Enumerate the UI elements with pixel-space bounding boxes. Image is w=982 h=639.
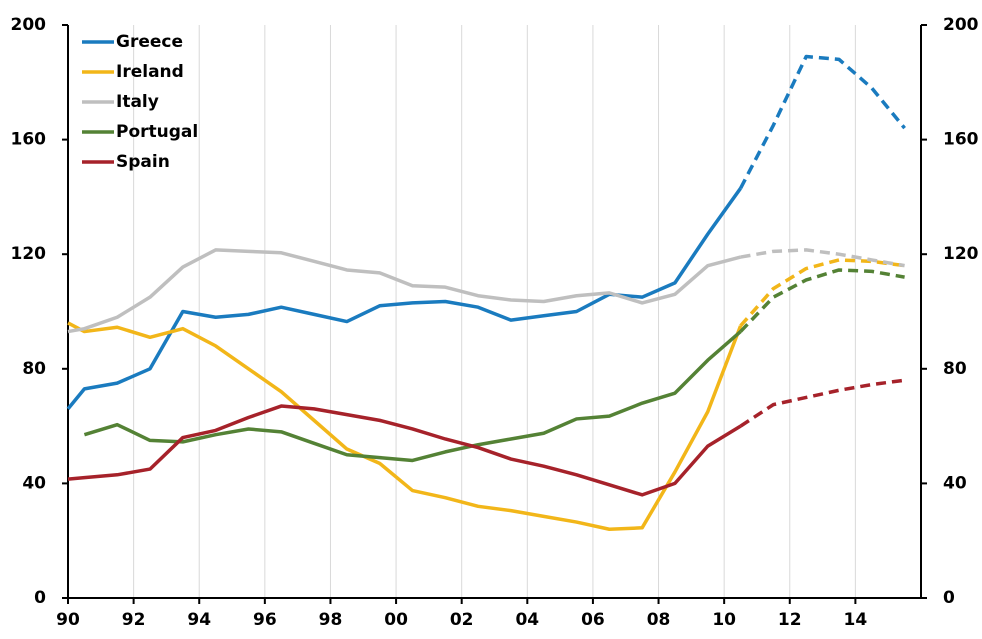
series-line-dashed bbox=[739, 378, 905, 428]
x-tick-label: 12 bbox=[778, 610, 802, 630]
y2-tick-label: 120 bbox=[943, 244, 979, 264]
series-line-dashed bbox=[739, 268, 905, 333]
y-tick-label: 0 bbox=[34, 588, 46, 608]
y2-tick-label: 80 bbox=[943, 359, 967, 379]
x-tick-label: 96 bbox=[253, 610, 277, 630]
series-line bbox=[67, 404, 742, 497]
series-line-dashed bbox=[740, 248, 905, 268]
x-tick-label: 10 bbox=[712, 610, 736, 630]
legend-label: Ireland bbox=[116, 62, 184, 82]
series-line bbox=[67, 248, 742, 334]
series-line-dashed bbox=[739, 54, 906, 190]
x-tick-label: 14 bbox=[844, 610, 868, 630]
x-tick-label: 94 bbox=[187, 610, 211, 630]
x-tick-label: 00 bbox=[384, 610, 408, 630]
legend-label: Portugal bbox=[116, 122, 198, 142]
series-line bbox=[66, 187, 742, 411]
y2-tick-label: 0 bbox=[943, 588, 955, 608]
y-tick-label: 80 bbox=[22, 359, 46, 379]
x-tick-label: 92 bbox=[122, 610, 146, 630]
y2-tick-label: 200 bbox=[943, 15, 979, 35]
y2-tick-label: 40 bbox=[943, 473, 967, 493]
x-tick-label: 08 bbox=[647, 610, 671, 630]
x-tick-label: 02 bbox=[450, 610, 474, 630]
x-tick-label: 90 bbox=[56, 610, 80, 630]
legend-label: Spain bbox=[116, 152, 170, 172]
y2-tick-label: 160 bbox=[943, 130, 979, 150]
x-tick-label: 04 bbox=[515, 610, 539, 630]
series-line bbox=[83, 330, 742, 463]
y-tick-label: 200 bbox=[11, 15, 47, 35]
x-tick-label: 06 bbox=[581, 610, 605, 630]
legend-label: Greece bbox=[116, 32, 183, 52]
y-tick-label: 40 bbox=[22, 473, 46, 493]
y-tick-label: 120 bbox=[11, 244, 47, 264]
legend-label: Italy bbox=[116, 92, 159, 112]
x-tick-label: 98 bbox=[319, 610, 343, 630]
y-tick-label: 160 bbox=[11, 130, 47, 150]
series-line bbox=[67, 321, 743, 531]
series-line-dashed bbox=[739, 258, 905, 327]
